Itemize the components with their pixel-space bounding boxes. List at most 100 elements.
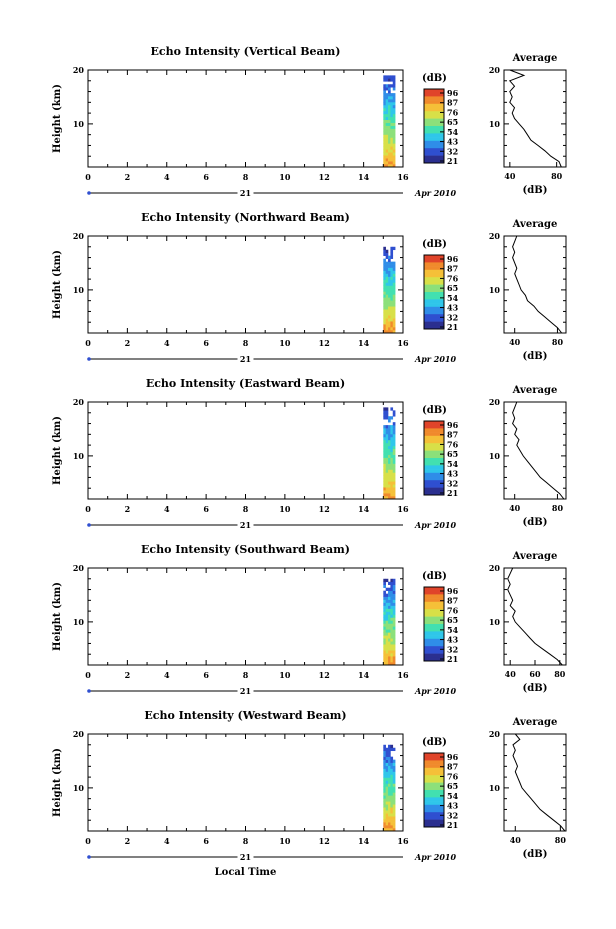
colorbar-swatch	[424, 649, 444, 654]
x-tick-label: 6	[203, 338, 209, 348]
x-tick-label: 10	[279, 504, 291, 514]
heatmap-cell	[392, 439, 396, 444]
heatmap-cell	[388, 795, 391, 799]
heatmap-cell	[390, 324, 394, 328]
colorbar-swatch	[424, 624, 444, 628]
heatmap-cell	[383, 795, 386, 799]
heatmap-cell	[388, 644, 391, 648]
heatmap-cell	[383, 762, 386, 766]
heatmap-cell	[385, 442, 389, 447]
x-tick-label: 4	[164, 338, 170, 348]
heatmap-cell	[388, 632, 391, 636]
colorbar-swatch	[424, 812, 444, 817]
date-label-bg	[237, 354, 254, 362]
date-marker	[87, 855, 91, 859]
heatmap-cell	[390, 294, 394, 298]
heatmap-cell	[388, 282, 391, 286]
colorbar-label: (dB)	[422, 405, 447, 416]
colorbar-frame	[423, 752, 445, 828]
heatmap-cell	[392, 481, 396, 485]
heatmap-cell	[388, 605, 391, 609]
colorbar-swatch	[424, 605, 444, 610]
heatmap-cell	[385, 650, 389, 654]
heatmap-cell	[392, 107, 396, 112]
heatmap-cell	[385, 264, 389, 268]
heatmap-cell	[392, 798, 396, 802]
heatmap-cell	[388, 662, 391, 666]
heatmap-cell	[388, 276, 391, 280]
x-tick-label: 4	[164, 670, 170, 680]
heatmap-cell	[392, 273, 396, 277]
heatmap-cell	[385, 611, 389, 615]
colorbar-tick-label: 43	[447, 801, 459, 811]
heatmap-cell	[388, 762, 391, 766]
heatmap-cell	[385, 795, 389, 799]
heatmap-cell	[383, 617, 386, 621]
heatmap-cell	[392, 297, 396, 301]
heatmap-cell	[383, 828, 386, 832]
x-tick-label: 6	[203, 172, 209, 182]
heatmap-cell	[383, 463, 386, 467]
heatmap-cell	[388, 321, 391, 325]
heatmap-cell	[388, 158, 391, 162]
colorbar-swatch	[424, 292, 444, 296]
colorbar-swatch	[424, 598, 444, 603]
heatmap-cell	[385, 599, 389, 603]
heatmap-cell	[385, 454, 389, 458]
heatmap-cell	[388, 819, 391, 823]
heatmap-cell	[390, 99, 394, 103]
heatmap-cell	[392, 131, 396, 135]
heatmap-cell	[383, 101, 386, 106]
heatmap-cell	[383, 143, 386, 147]
heatmap-cell	[392, 599, 396, 603]
colorbar-tick-label: 87	[447, 264, 458, 274]
x-tick-label: 16	[397, 338, 409, 348]
heatmap-cell	[390, 828, 394, 832]
heatmap-cell	[388, 140, 391, 144]
heatmap-cell	[392, 490, 396, 494]
heatmap-cell	[385, 315, 389, 319]
heatmap-cell	[388, 258, 391, 262]
heatmap-cell	[383, 475, 386, 479]
colorbar-swatch	[424, 476, 444, 481]
heatmap-cell	[390, 78, 394, 82]
heatmap-cell	[385, 143, 389, 147]
heatmap-cell	[392, 584, 396, 588]
heatmap-cell	[388, 599, 391, 603]
heatmap-cell	[390, 303, 394, 307]
heatmap-cell	[385, 647, 389, 651]
heatmap-cell	[390, 759, 394, 763]
heatmap-cell	[392, 638, 396, 642]
heatmap-cell	[390, 662, 394, 666]
x-tick-label: 0	[85, 504, 91, 514]
profile-y-tick-label: 10	[489, 783, 501, 793]
heatmap-cell	[388, 487, 391, 491]
heatmap-cell	[388, 303, 391, 307]
heatmap-cell	[392, 662, 396, 666]
heatmap-cell	[383, 469, 386, 473]
heatmap-cell	[383, 122, 386, 126]
heatmap-cell	[388, 119, 391, 123]
x-tick-label: 4	[164, 504, 170, 514]
y-tick-label: 20	[73, 65, 85, 75]
colorbar-swatch	[424, 269, 444, 274]
heatmap-cell	[388, 128, 391, 132]
heatmap-cell	[388, 813, 391, 817]
heatmap-cell	[390, 306, 394, 310]
heatmap-cell	[388, 75, 391, 79]
colorbar-swatch	[424, 103, 444, 108]
heatmap-cell	[383, 638, 386, 642]
heatmap-cell	[392, 786, 396, 790]
heatmap-cell	[390, 436, 394, 441]
heatmap-cell	[392, 804, 396, 808]
heatmap-cell	[385, 104, 389, 109]
heatmap-cell	[390, 252, 394, 256]
heatmap-cell	[388, 759, 391, 763]
heatmap-cell	[385, 662, 389, 666]
heatmap-cell	[383, 152, 386, 156]
heatmap-cell	[390, 155, 394, 159]
heatmap-cell	[388, 99, 391, 103]
heatmap-cell	[385, 816, 389, 820]
heatmap-cell	[390, 771, 394, 775]
heatmap-cell	[390, 777, 394, 781]
